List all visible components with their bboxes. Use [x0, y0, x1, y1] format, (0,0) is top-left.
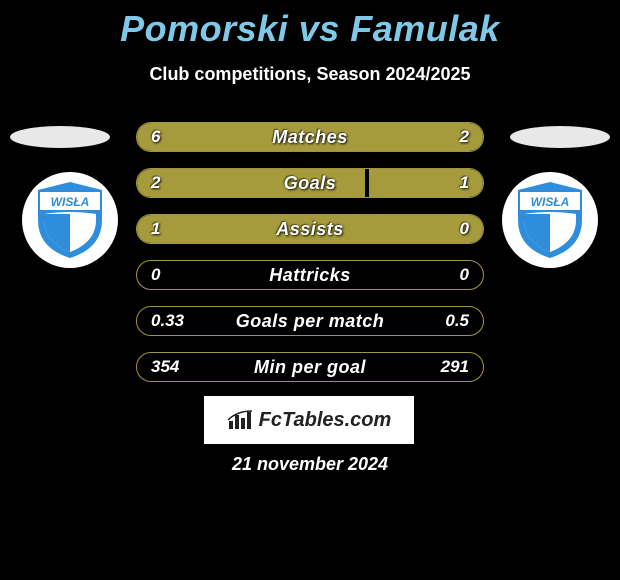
bar-label: Goals per match: [137, 307, 483, 335]
stat-bar: 62Matches: [136, 122, 484, 152]
page-title: Pomorski vs Famulak: [0, 0, 620, 50]
brand-text: FcTables.com: [259, 409, 392, 432]
stat-bar: 354291Min per goal: [136, 352, 484, 382]
bar-label: Assists: [137, 215, 483, 243]
player-photo-placeholder-right: [510, 126, 610, 148]
stat-bar: 10Assists: [136, 214, 484, 244]
bar-label: Hattricks: [137, 261, 483, 289]
shield-icon: WISŁA: [34, 180, 106, 260]
club-name-text: WISŁA: [51, 195, 90, 209]
page-subtitle: Club competitions, Season 2024/2025: [0, 64, 620, 85]
stat-bar: 00Hattricks: [136, 260, 484, 290]
bar-label: Goals: [137, 169, 483, 197]
stats-bars: 62Matches 21Goals 10Assists 00Hattricks 0.33…: [136, 122, 484, 398]
club-name-text: WISŁA: [531, 195, 570, 209]
stat-bar: 21Goals: [136, 168, 484, 198]
date-text: 21 november 2024: [0, 454, 620, 475]
club-logo-left: WISŁA: [22, 172, 118, 268]
bar-label: Min per goal: [137, 353, 483, 381]
shield-icon: WISŁA: [514, 180, 586, 260]
stat-bar: 0.330.5Goals per match: [136, 306, 484, 336]
bar-chart-icon: [227, 409, 253, 431]
club-logo-right: WISŁA: [502, 172, 598, 268]
brand-box: FcTables.com: [204, 396, 414, 444]
player-photo-placeholder-left: [10, 126, 110, 148]
bar-label: Matches: [137, 123, 483, 151]
